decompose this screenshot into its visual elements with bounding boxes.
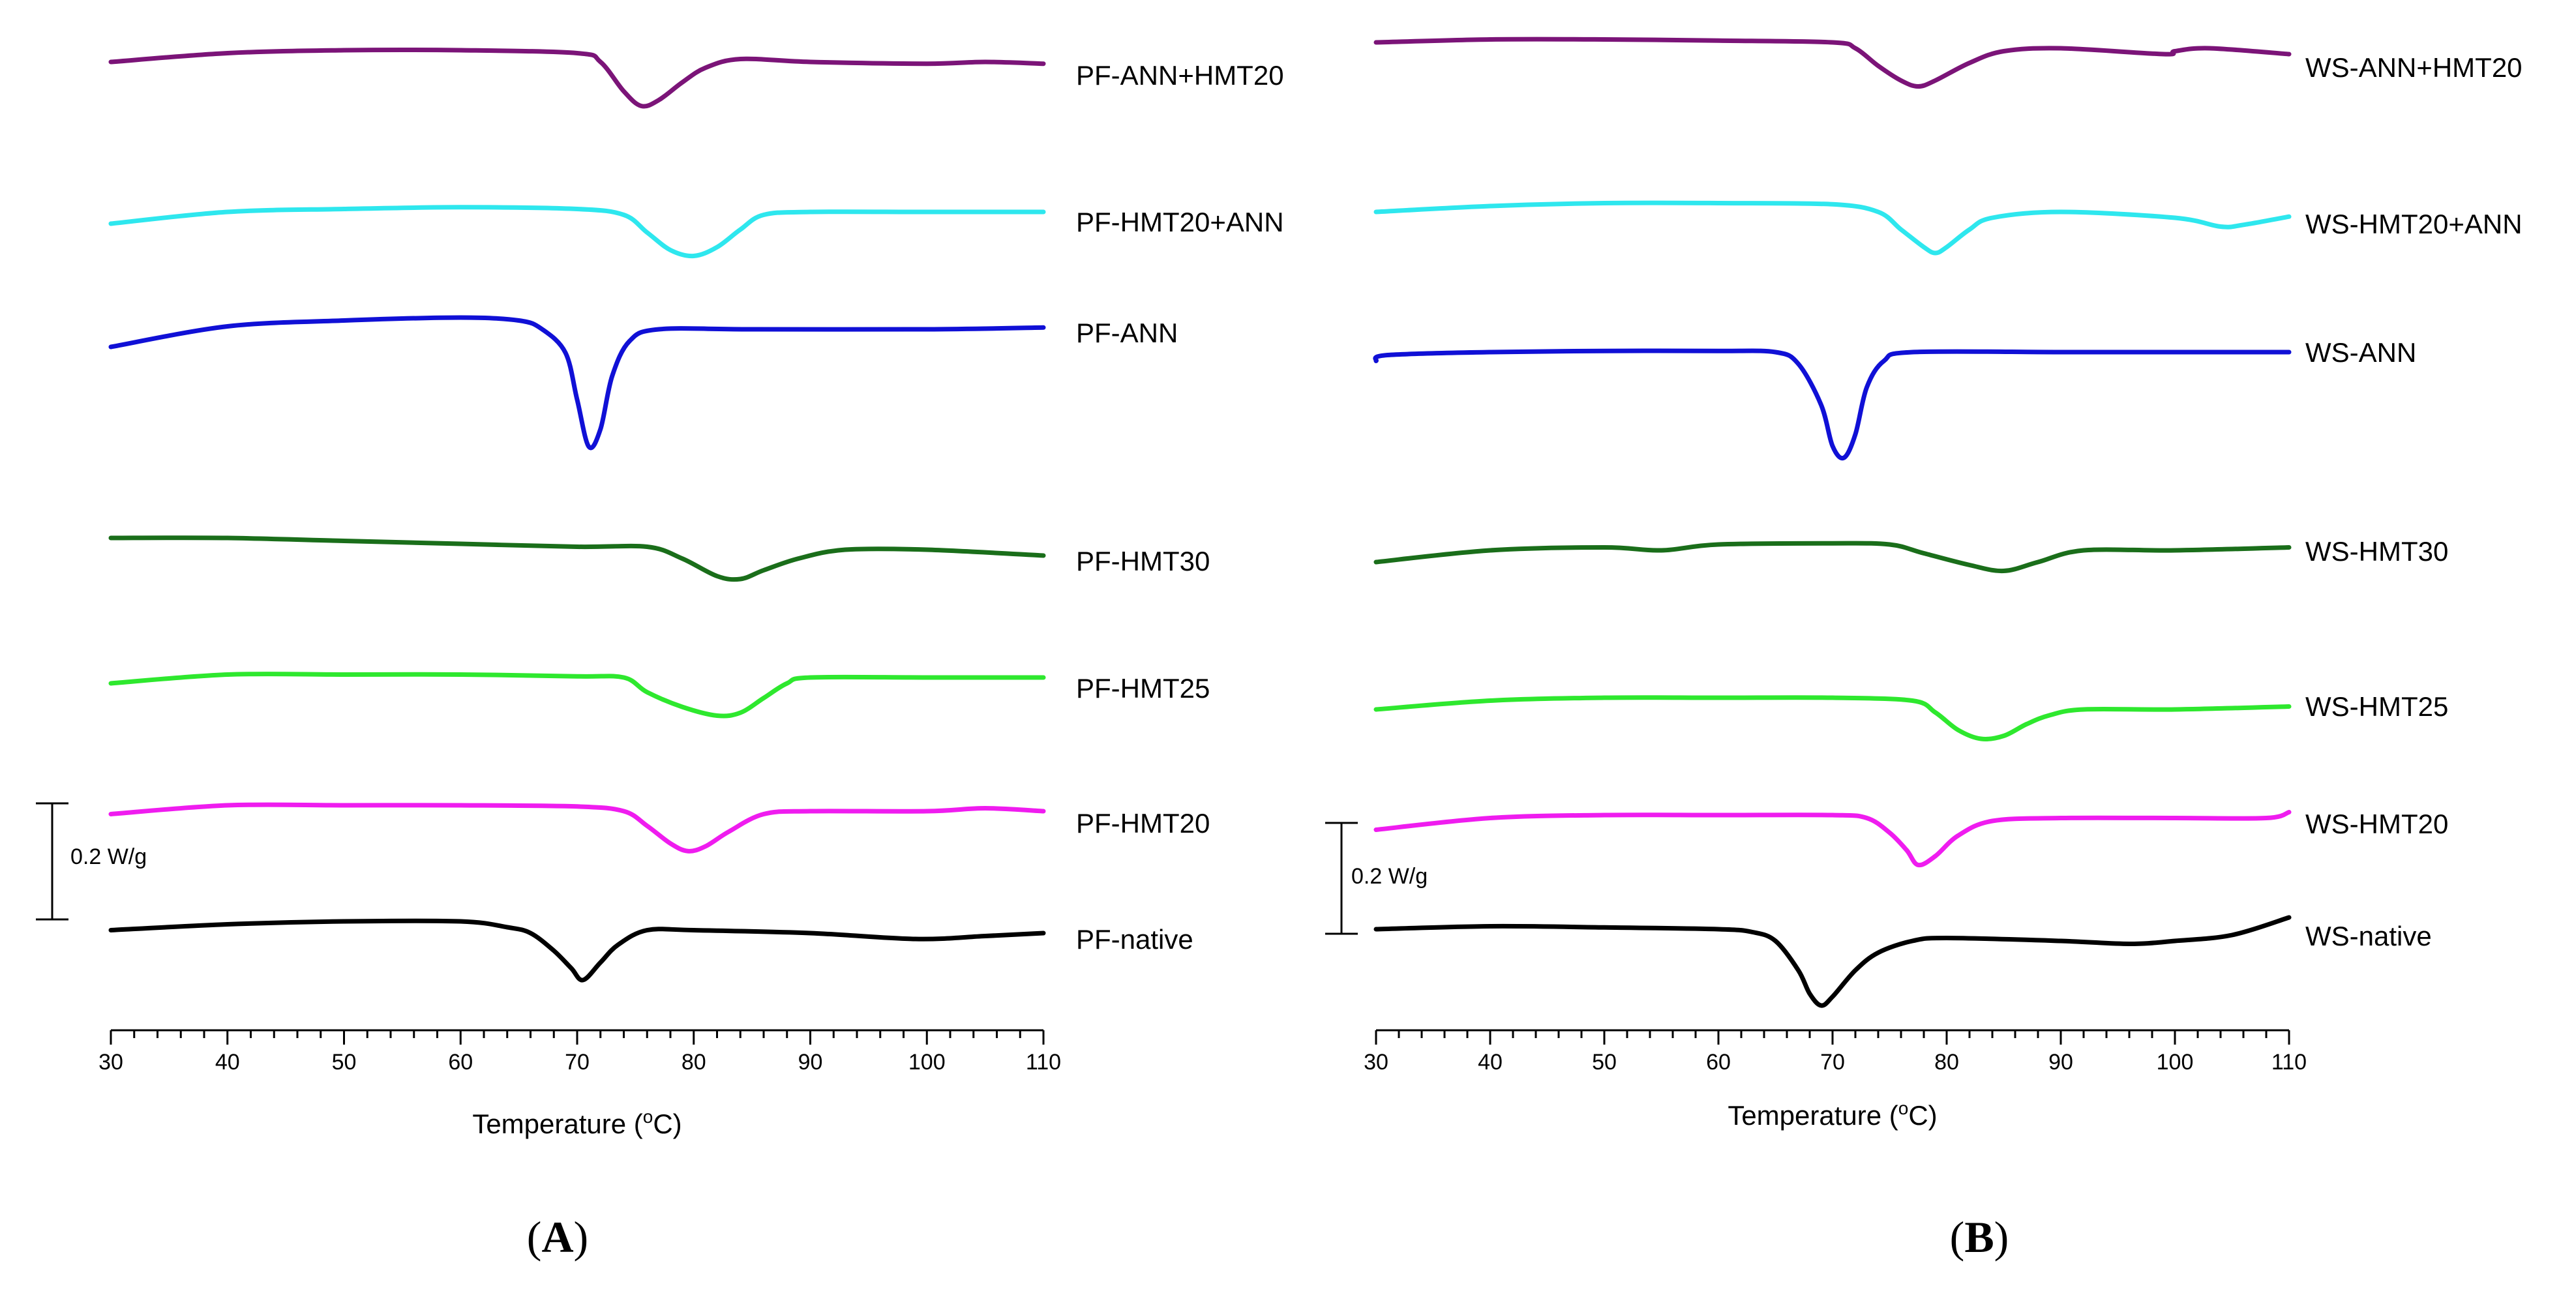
scale-bar: 0.2 W/g <box>1325 822 1428 935</box>
series-label: WS-HMT20 <box>2305 809 2448 839</box>
x-tick-label: 30 <box>98 1050 123 1075</box>
x-tick-label: 90 <box>798 1050 823 1075</box>
series-label: PF-ANN <box>1076 318 1178 348</box>
series-line-ws-hmt20 <box>1373 810 2292 868</box>
series-label: PF-HMT30 <box>1076 546 1210 576</box>
series-line-pf-native <box>108 918 1046 983</box>
x-tick-label: 110 <box>1026 1050 1061 1075</box>
series-line-ws-hmt25 <box>1373 695 2292 741</box>
series-label: WS-ANN+HMT20 <box>2305 52 2523 83</box>
scale-bar: 0.2 W/g <box>36 802 147 921</box>
series-label: PF-HMT20+ANN <box>1076 207 1284 237</box>
series-line-pf-ann-hmt20 <box>108 47 1046 109</box>
x-tick-label: 80 <box>681 1050 706 1075</box>
series-label: PF-HMT20 <box>1076 808 1210 839</box>
series-line-pf-ann <box>108 315 1046 451</box>
panel-label-a: (A) <box>527 1212 588 1262</box>
series-label: WS-native <box>2305 921 2432 951</box>
series-line-pf-hmt30 <box>108 535 1046 582</box>
x-tick-label: 80 <box>1934 1050 1959 1075</box>
series-label: PF-HMT25 <box>1076 673 1210 704</box>
x-tick-label: 70 <box>1820 1050 1845 1075</box>
x-tick-label: 70 <box>565 1050 590 1075</box>
x-tick-labels: 30 40 50 60 70 80 90 100 110 <box>1364 1050 2307 1075</box>
series-label: WS-HMT25 <box>2305 691 2448 722</box>
x-tick-label: 110 <box>2271 1050 2307 1075</box>
series-line-ws-hmt30 <box>1373 541 2292 574</box>
x-tick-label: 60 <box>448 1050 473 1075</box>
panel-a: 30 40 50 60 70 80 90 100 110 Temperature… <box>36 47 1284 1262</box>
series-line-pf-hmt20 <box>108 802 1046 854</box>
series-label: WS-HMT20+ANN <box>2305 209 2523 239</box>
series-line-ws-ann <box>1373 348 2292 461</box>
x-axis-title: Temperature (oC) <box>472 1107 681 1139</box>
panel-b: 30 40 50 60 70 80 90 100 110 Temperature… <box>1325 37 2523 1262</box>
series-line-pf-hmt20-ann <box>108 205 1046 259</box>
x-tick-label: 90 <box>2048 1050 2073 1075</box>
x-tick-label: 40 <box>1478 1050 1503 1075</box>
series-label: WS-HMT30 <box>2305 536 2448 567</box>
scale-bar-label: 0.2 W/g <box>1351 864 1428 889</box>
x-tick-label: 40 <box>215 1050 240 1075</box>
series-line-ws-hmt20-ann <box>1373 200 2292 256</box>
x-tick-label: 100 <box>2157 1050 2194 1075</box>
x-tick-label: 50 <box>1592 1050 1617 1075</box>
series-label: PF-native <box>1076 924 1193 955</box>
x-tick-label: 30 <box>1364 1050 1388 1075</box>
series-label: PF-ANN+HMT20 <box>1076 60 1284 91</box>
x-tick-label: 60 <box>1706 1050 1731 1075</box>
x-tick-label: 50 <box>332 1050 357 1075</box>
panel-label-b: (B) <box>1950 1212 2009 1262</box>
series-line-ws-ann-hmt20 <box>1373 37 2292 89</box>
x-axis-ticks <box>1375 1030 2290 1045</box>
series-line-pf-hmt25 <box>108 672 1046 719</box>
series-label: WS-ANN <box>2305 337 2416 368</box>
x-tick-labels: 30 40 50 60 70 80 90 100 110 <box>98 1050 1061 1075</box>
x-tick-label: 100 <box>908 1050 946 1075</box>
scale-bar-label: 0.2 W/g <box>70 844 147 869</box>
series-line-ws-native <box>1373 915 2292 1008</box>
x-axis-ticks <box>110 1030 1045 1045</box>
x-axis-title: Temperature (oC) <box>1728 1098 1937 1131</box>
